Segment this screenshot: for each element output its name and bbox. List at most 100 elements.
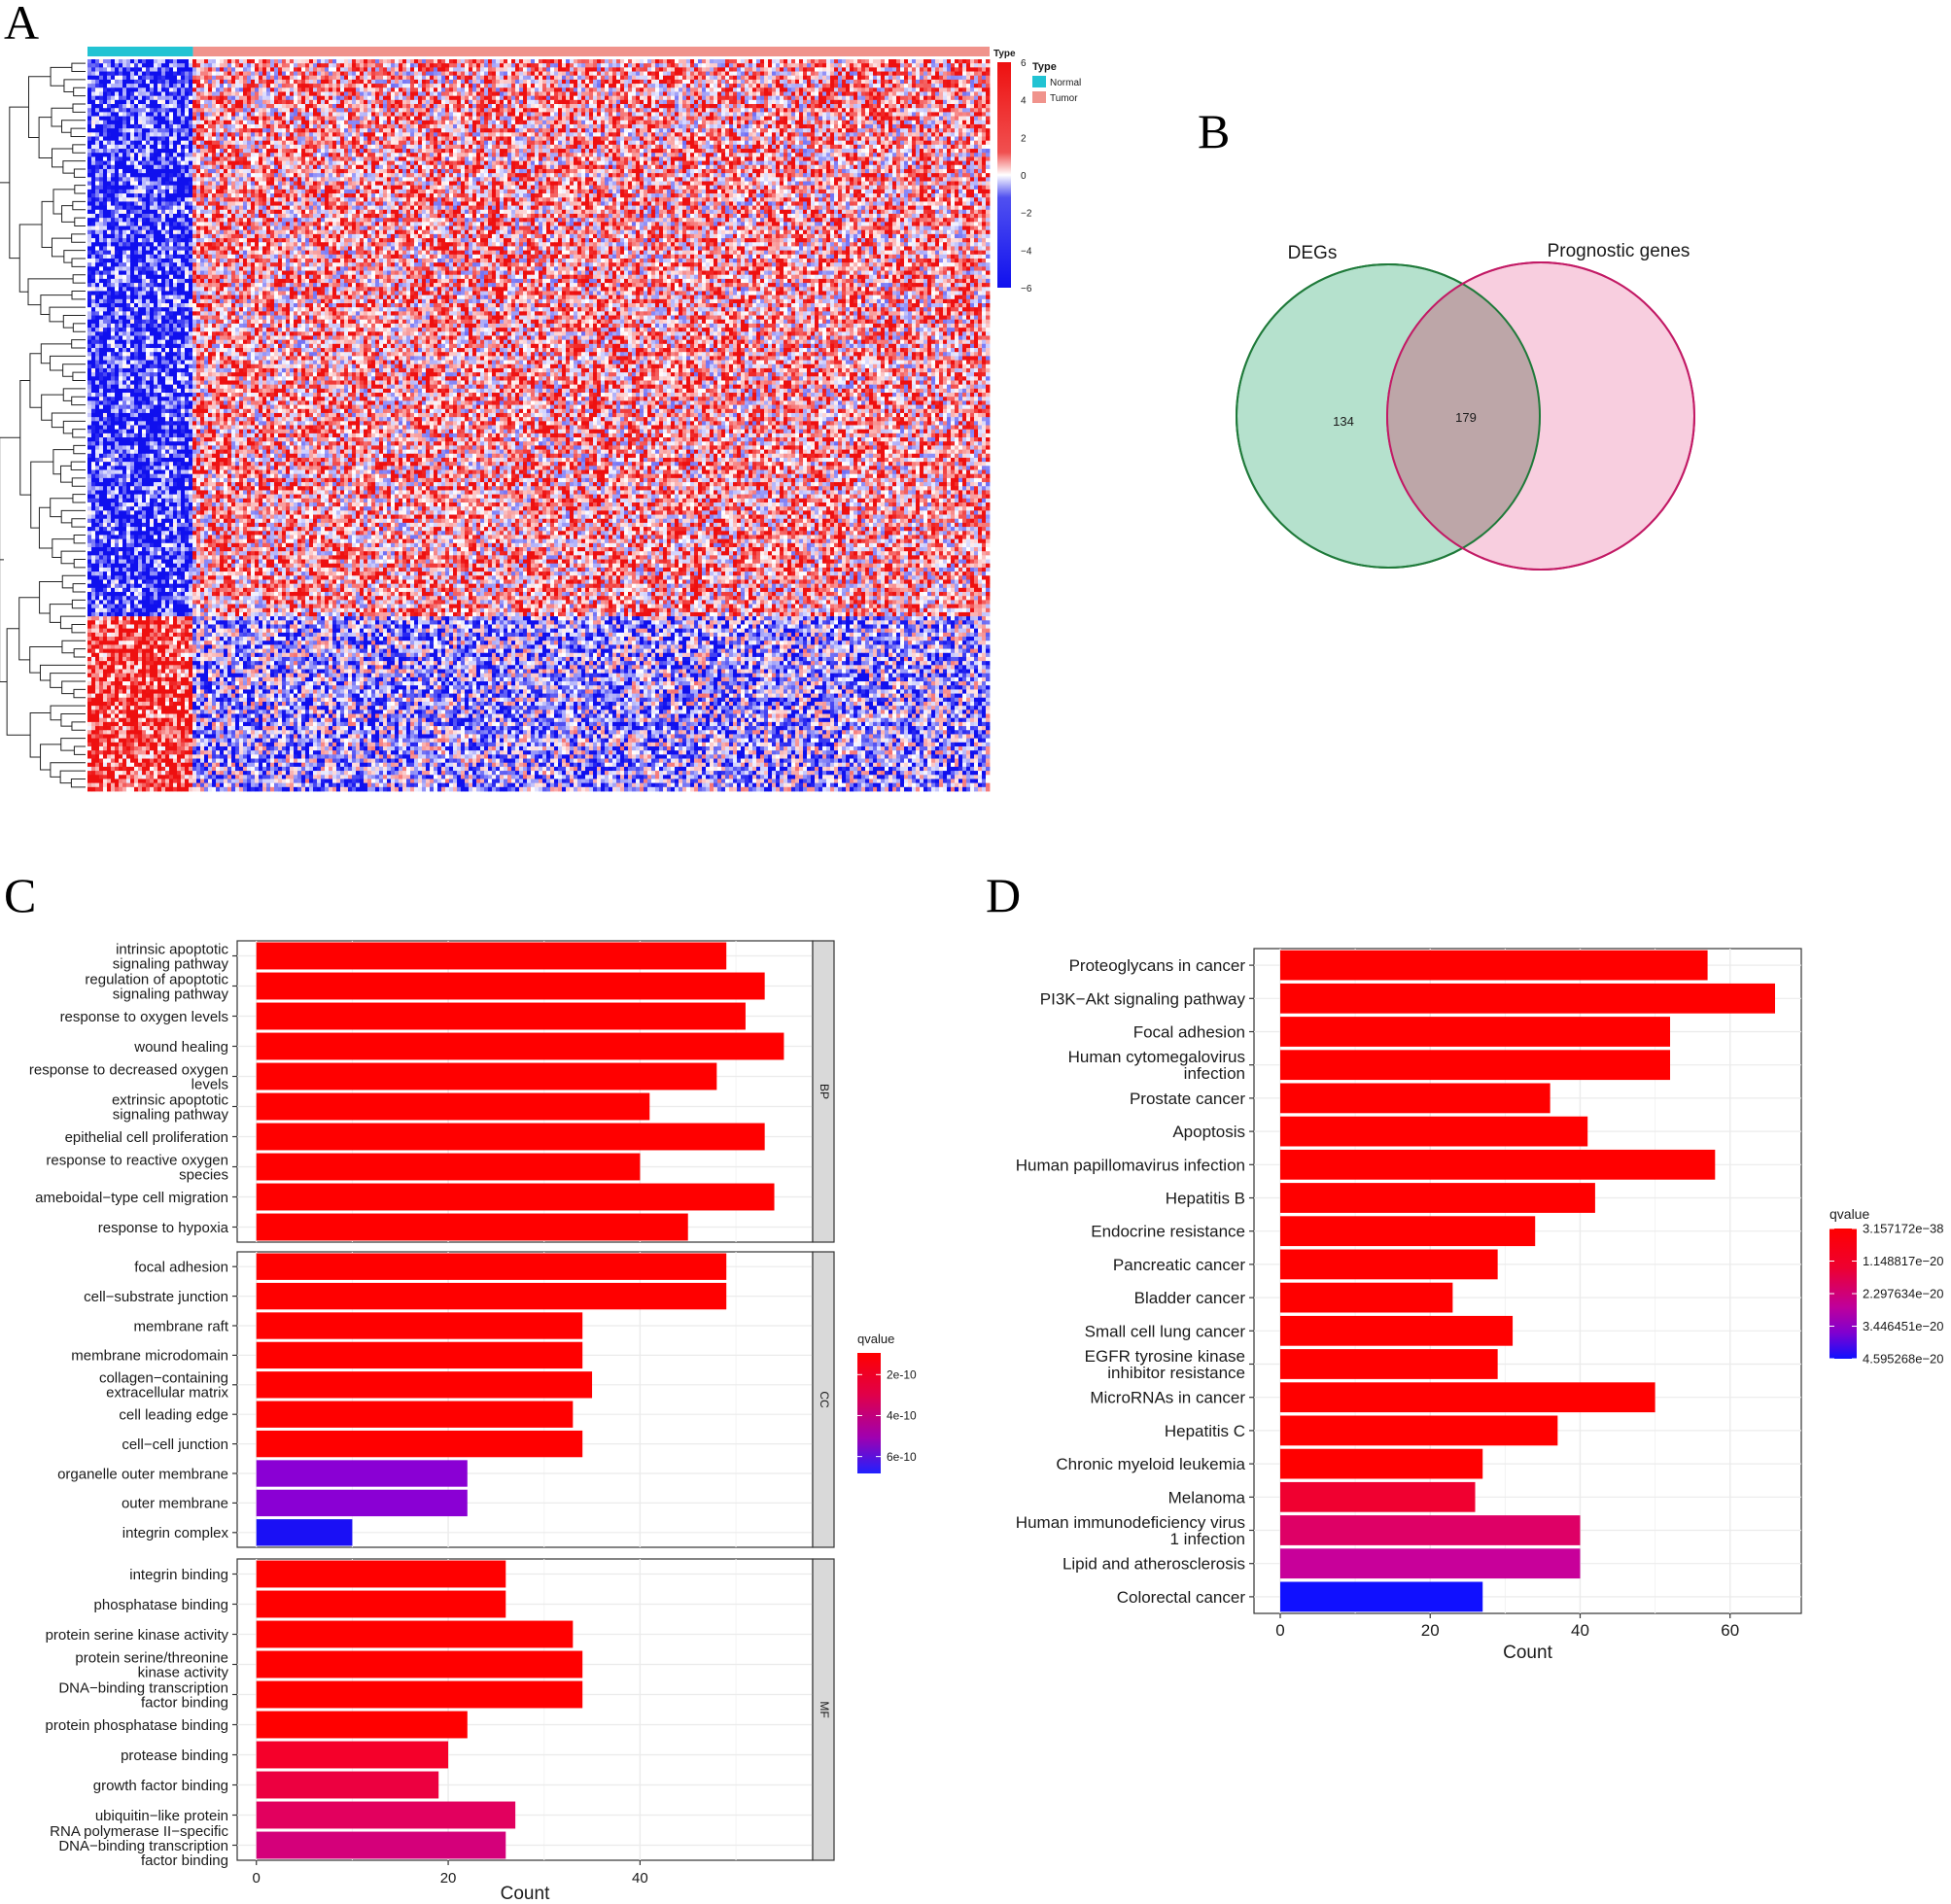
category-label: protein serine kinase activity	[46, 1627, 229, 1644]
colorbar-tick: 0	[1021, 171, 1027, 182]
category-label: wound healing	[133, 1039, 228, 1056]
category-label: DNA−binding transcription	[58, 1679, 228, 1696]
colorbar-tick: −4	[1021, 246, 1032, 257]
bar	[1279, 983, 1776, 1014]
legend-title: qvalue	[857, 1332, 894, 1346]
bar	[256, 1123, 765, 1151]
category-label: EGFR tyrosine kinase	[1085, 1347, 1245, 1366]
x-axis-title: Count	[1503, 1643, 1552, 1663]
category-label: cell leading edge	[119, 1406, 228, 1423]
category-label: integrin complex	[122, 1525, 229, 1541]
facet-label: MF	[818, 1701, 831, 1717]
category-label: signaling pathway	[113, 1106, 229, 1123]
category-label: DNA−binding transcription	[58, 1838, 228, 1854]
colorbar-tick: 4	[1021, 96, 1027, 107]
category-label: phosphatase binding	[94, 1597, 228, 1613]
legend-label-tumor: Tumor	[1050, 93, 1078, 104]
bar	[256, 1153, 641, 1181]
category-label: Melanoma	[1168, 1488, 1246, 1506]
colorbar	[997, 62, 1011, 288]
category-label: Endocrine resistance	[1091, 1223, 1245, 1241]
category-label: integrin binding	[129, 1567, 228, 1583]
go-enrichment-barplot: intrinsic apoptotic signaling pathway regu…	[29, 940, 917, 1904]
category-label: Human papillomavirus infection	[1016, 1156, 1245, 1174]
bar	[1279, 1017, 1671, 1047]
facet-label: BP	[818, 1084, 831, 1099]
x-tick-label: 0	[1275, 1621, 1284, 1640]
category-label: Pancreatic cancer	[1113, 1256, 1245, 1274]
category-label: MicroRNAs in cancer	[1090, 1389, 1245, 1407]
category-label: membrane raft	[133, 1318, 228, 1334]
category-label: intrinsic apoptotic	[116, 941, 228, 957]
bar	[1279, 1581, 1483, 1612]
heatmap-panel: Type Type Normal Tumor 6 4 2 0 −2 −4 −6	[0, 47, 1081, 792]
venn-count-degs-only: 134	[1333, 414, 1354, 429]
panel-letter-c: C	[4, 868, 36, 922]
bar	[256, 1741, 449, 1769]
x-tick-label: 20	[440, 1870, 457, 1887]
legend-title: qvalue	[1829, 1206, 1869, 1222]
category-label: epithelial cell proliferation	[65, 1129, 228, 1146]
facet-label: CC	[818, 1391, 831, 1408]
bar	[1279, 1415, 1558, 1446]
bar	[1279, 1249, 1498, 1280]
bar	[1279, 950, 1708, 981]
category-label: kinase activity	[138, 1664, 229, 1680]
category-label: Apoptosis	[1172, 1123, 1245, 1141]
category-label: Colorectal cancer	[1117, 1588, 1246, 1607]
category-label: cell−substrate junction	[84, 1289, 228, 1305]
legend-swatch-tumor	[1032, 91, 1046, 103]
x-tick-label: 40	[1571, 1621, 1589, 1640]
category-label: Bladder cancer	[1134, 1289, 1246, 1307]
annotation-title-top: Type	[993, 49, 1016, 59]
category-label: factor binding	[141, 1852, 228, 1869]
category-label: response to reactive oxygen	[46, 1152, 228, 1168]
venn-intersection	[1387, 264, 1540, 568]
bar	[1279, 1083, 1550, 1114]
bar	[256, 1801, 516, 1829]
legend-tick: 6e-10	[887, 1450, 917, 1464]
x-tick-label: 20	[1421, 1621, 1440, 1640]
bar	[256, 1371, 593, 1399]
bar	[1279, 1548, 1581, 1579]
category-label: species	[179, 1166, 228, 1183]
bar	[1279, 1515, 1581, 1545]
legend-tick: 3.446451e−20	[1863, 1319, 1944, 1333]
legend-tick: 2.297634e−20	[1863, 1287, 1944, 1301]
heatmap-cells	[87, 59, 991, 792]
category-label: Chronic myeloid leukemia	[1056, 1455, 1245, 1473]
category-label: infection	[1184, 1064, 1245, 1083]
bar	[256, 1430, 583, 1458]
bar	[256, 1590, 506, 1618]
bar	[1279, 1149, 1716, 1180]
category-label: RNA polymerase II−specific	[50, 1823, 228, 1840]
category-label: cell−cell junction	[122, 1437, 228, 1453]
bar	[1279, 1183, 1595, 1213]
category-label: growth factor binding	[93, 1778, 228, 1794]
category-label: Hepatitis C	[1165, 1422, 1245, 1440]
legend-tick: 4e-10	[887, 1409, 917, 1423]
category-label: collagen−containing	[99, 1370, 228, 1387]
category-label: ubiquitin−like protein	[95, 1808, 228, 1824]
panel-letter-d: D	[986, 868, 1021, 922]
bar	[256, 1032, 784, 1060]
category-label: organelle outer membrane	[57, 1466, 228, 1482]
legend-label-normal: Normal	[1050, 78, 1081, 88]
bar	[256, 1282, 727, 1310]
bar	[256, 1062, 717, 1090]
facet-strip	[812, 1558, 835, 1861]
bar	[256, 1401, 574, 1428]
category-label: Hepatitis B	[1166, 1189, 1245, 1207]
kegg-enrichment-barplot: Proteoglycans in cancer PI3K−Akt signalin…	[1016, 948, 1944, 1663]
category-label: Lipid and atherosclerosis	[1063, 1555, 1245, 1574]
category-label: Small cell lung cancer	[1085, 1322, 1246, 1340]
panel-letter-b: B	[1198, 104, 1230, 158]
row-dendrogram	[0, 62, 86, 788]
category-label: Human cytomegalovirus	[1068, 1048, 1245, 1066]
category-label: response to oxygen levels	[60, 1009, 228, 1025]
category-label: regulation of apoptotic	[85, 971, 228, 987]
legend-colorbar	[857, 1353, 881, 1473]
legend-swatch-normal	[1032, 76, 1046, 87]
category-label: response to decreased oxygen	[29, 1061, 228, 1078]
